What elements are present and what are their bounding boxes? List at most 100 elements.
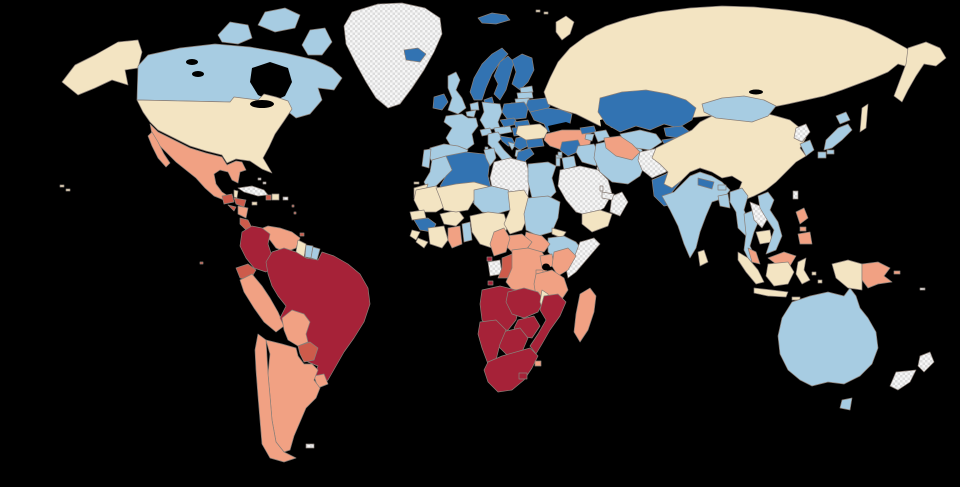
country-mongolia[interactable]	[701, 95, 777, 123]
country-india[interactable]	[661, 171, 731, 259]
country-indonesia[interactable]	[791, 296, 801, 301]
country-russia-sakhalin[interactable]	[859, 103, 869, 133]
country-tunisia[interactable]	[483, 147, 497, 167]
country-israel[interactable]	[555, 157, 561, 167]
country-oman[interactable]	[609, 191, 629, 217]
country-angola-cabinda[interactable]	[487, 280, 494, 286]
country-indonesia[interactable]	[737, 251, 765, 285]
country-solomon-islands[interactable]	[919, 287, 926, 291]
country-north-korea[interactable]	[793, 123, 811, 143]
country-kenya[interactable]	[551, 247, 577, 277]
country-niger[interactable]	[473, 185, 515, 215]
country-bangladesh[interactable]	[717, 193, 731, 209]
country-trinidad[interactable]	[299, 232, 305, 237]
country-ivory-coast[interactable]	[427, 225, 449, 249]
country-qatar[interactable]	[599, 185, 604, 192]
country-iraq[interactable]	[575, 143, 601, 167]
country-philippines[interactable]	[795, 207, 809, 225]
country-ireland[interactable]	[432, 93, 449, 111]
country-paraguay[interactable]	[297, 341, 319, 363]
country-belize[interactable]	[233, 189, 239, 199]
country-turkmenistan[interactable]	[603, 135, 641, 161]
country-indonesia[interactable]	[817, 279, 823, 284]
country-franz-josef[interactable]	[543, 11, 549, 15]
country-japan[interactable]	[826, 149, 835, 155]
country-papua-new-guinea[interactable]	[861, 261, 893, 289]
country-sweden[interactable]	[493, 55, 515, 101]
country-mozambique[interactable]	[529, 293, 567, 355]
country-indonesia[interactable]	[831, 259, 863, 291]
country-jamaica[interactable]	[251, 201, 258, 206]
country-lesotho[interactable]	[518, 372, 528, 380]
country-usa[interactable]	[136, 93, 293, 174]
country-svalbard[interactable]	[477, 12, 511, 25]
country-sri-lanka[interactable]	[697, 249, 709, 267]
country-hawaii[interactable]	[59, 184, 65, 188]
country-indonesia[interactable]	[753, 287, 789, 298]
country-canary-islands[interactable]	[413, 181, 420, 185]
country-new-zealand[interactable]	[889, 369, 917, 391]
country-galapagos[interactable]	[199, 261, 204, 265]
country-russia-novaya-zemlya[interactable]	[555, 15, 575, 41]
country-canada-arctic[interactable]	[301, 27, 333, 56]
country-greenland[interactable]	[343, 2, 443, 109]
country-uae[interactable]	[601, 191, 615, 201]
country-netherlands[interactable]	[469, 101, 480, 111]
country-georgia[interactable]	[579, 125, 597, 135]
country-france[interactable]	[443, 113, 479, 151]
country-australia[interactable]	[777, 287, 879, 387]
country-malaysia[interactable]	[747, 247, 761, 265]
country-vietnam[interactable]	[757, 191, 783, 255]
country-falkland-islands[interactable]	[305, 443, 315, 449]
country-lesser-antilles[interactable]	[291, 204, 295, 208]
country-alaska-usa[interactable]	[61, 39, 143, 96]
country-uk[interactable]	[447, 71, 467, 115]
country-papua-new-guinea[interactable]	[893, 270, 901, 275]
country-japan[interactable]	[823, 123, 853, 151]
country-burkina-faso[interactable]	[439, 209, 465, 227]
country-tasmania[interactable]	[839, 397, 853, 411]
country-poland[interactable]	[501, 101, 529, 121]
country-eswatini[interactable]	[534, 360, 542, 367]
country-taiwan[interactable]	[792, 190, 799, 200]
country-hawaii[interactable]	[65, 188, 71, 192]
country-iceland[interactable]	[403, 47, 427, 63]
country-canada-arctic[interactable]	[217, 21, 253, 45]
country-ghana[interactable]	[447, 225, 463, 249]
country-armenia[interactable]	[584, 133, 595, 142]
country-jordan[interactable]	[561, 155, 577, 171]
country-nepal[interactable]	[697, 177, 715, 190]
country-belgium[interactable]	[465, 109, 477, 118]
country-liberia[interactable]	[415, 237, 429, 249]
country-lebanon[interactable]	[557, 151, 563, 157]
country-japan[interactable]	[835, 111, 851, 125]
country-brazil[interactable]	[265, 247, 371, 387]
country-portugal[interactable]	[421, 148, 432, 169]
country-japan[interactable]	[817, 151, 827, 159]
country-south-africa[interactable]	[483, 347, 539, 393]
country-equatorial-guinea[interactable]	[486, 256, 493, 262]
country-honduras[interactable]	[233, 197, 247, 208]
country-indonesia[interactable]	[765, 261, 795, 287]
country-indonesia[interactable]	[795, 257, 811, 285]
country-chad[interactable]	[503, 189, 531, 235]
country-madagascar[interactable]	[573, 287, 597, 343]
country-el-salvador[interactable]	[227, 204, 237, 212]
country-cambodia[interactable]	[755, 229, 773, 245]
country-finland[interactable]	[511, 53, 535, 91]
country-franz-josef[interactable]	[535, 9, 541, 13]
country-germany[interactable]	[479, 101, 503, 131]
country-saudi-arabia[interactable]	[557, 165, 613, 217]
country-new-zealand[interactable]	[917, 351, 935, 373]
country-mexico-baja[interactable]	[147, 131, 171, 168]
country-puerto-rico[interactable]	[282, 196, 289, 201]
country-dominican-republic[interactable]	[271, 193, 280, 201]
country-cuba[interactable]	[237, 185, 269, 197]
country-south-korea[interactable]	[799, 139, 815, 157]
country-togo-benin[interactable]	[461, 221, 473, 243]
country-bolivia[interactable]	[281, 309, 311, 347]
country-bahamas[interactable]	[257, 177, 262, 181]
country-egypt[interactable]	[527, 161, 557, 201]
country-bosnia[interactable]	[507, 141, 517, 151]
country-romania[interactable]	[515, 123, 549, 141]
